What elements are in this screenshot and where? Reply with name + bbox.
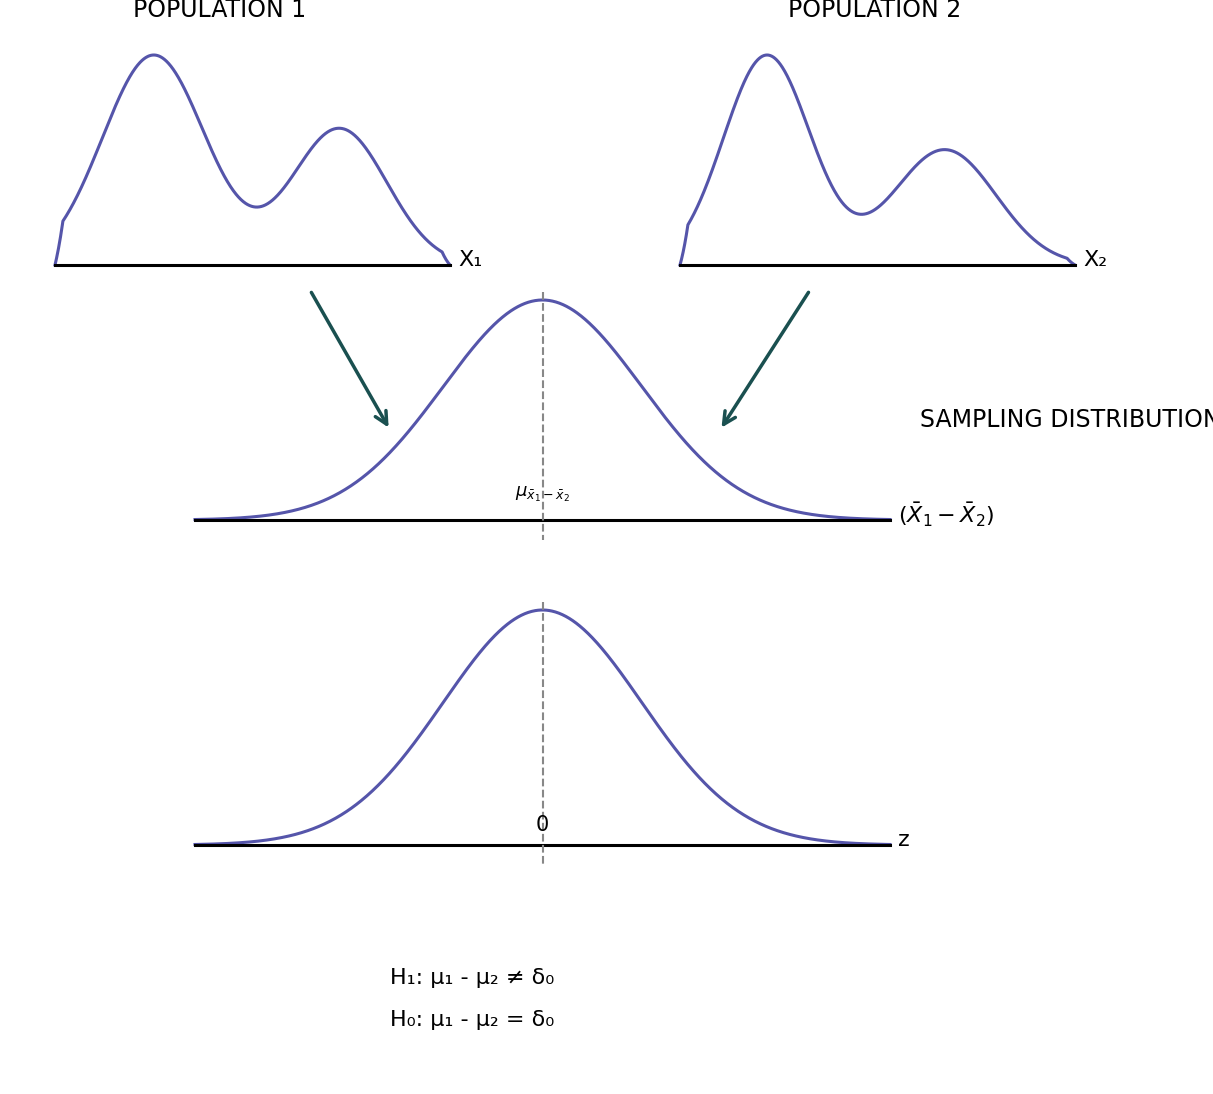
Text: X₁: X₁ [459,251,483,270]
Text: X₂: X₂ [1083,251,1107,270]
Text: $(\bar{X}_1 - \bar{X}_2)$: $(\bar{X}_1 - \bar{X}_2)$ [898,501,995,529]
Text: H₁: μ₁ - μ₂ ≠ δ₀: H₁: μ₁ - μ₂ ≠ δ₀ [391,968,554,988]
Text: 0: 0 [536,815,549,835]
Text: $\mu_{\bar{x}_1 - \bar{x}_2}$: $\mu_{\bar{x}_1 - \bar{x}_2}$ [516,485,570,504]
Text: z: z [898,830,910,850]
Text: POPULATION 1: POPULATION 1 [133,0,307,22]
Text: POPULATION 2: POPULATION 2 [788,0,962,22]
Text: H₀: μ₁ - μ₂ = δ₀: H₀: μ₁ - μ₂ = δ₀ [391,1010,554,1029]
Text: SAMPLING DISTRIBUTION: SAMPLING DISTRIBUTION [919,408,1213,432]
